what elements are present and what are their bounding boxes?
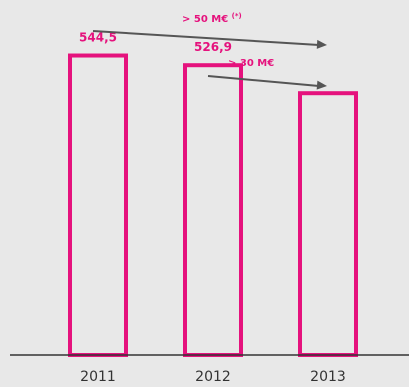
annotation-arrow-1 [92,30,320,46]
tick-labels-group: 2011 2012 2013 [80,369,346,385]
bars-group [68,53,358,358]
annotation-arrowhead-2 [316,80,327,90]
value-labels-group: 544,5 526,9 [79,31,232,55]
annotation-arrow-2 [207,75,320,87]
bar-2012 [183,63,243,358]
annotation-label-1: > 50 M€ (*) [182,12,242,25]
value-label-2011: 544,5 [79,31,117,45]
tick-label-2013: 2013 [310,369,346,385]
value-label-2012: 526,9 [194,40,232,54]
tick-label-2012: 2012 [195,369,231,385]
bar-2011 [68,53,128,358]
tick-label-2011: 2011 [80,369,116,385]
annotation-label-2: > 30 M€ [228,58,274,69]
bar-2013 [298,91,358,357]
annotation-arrowhead-1 [316,39,327,49]
annotations-group: > 50 M€ (*) > 30 M€ [92,12,327,90]
